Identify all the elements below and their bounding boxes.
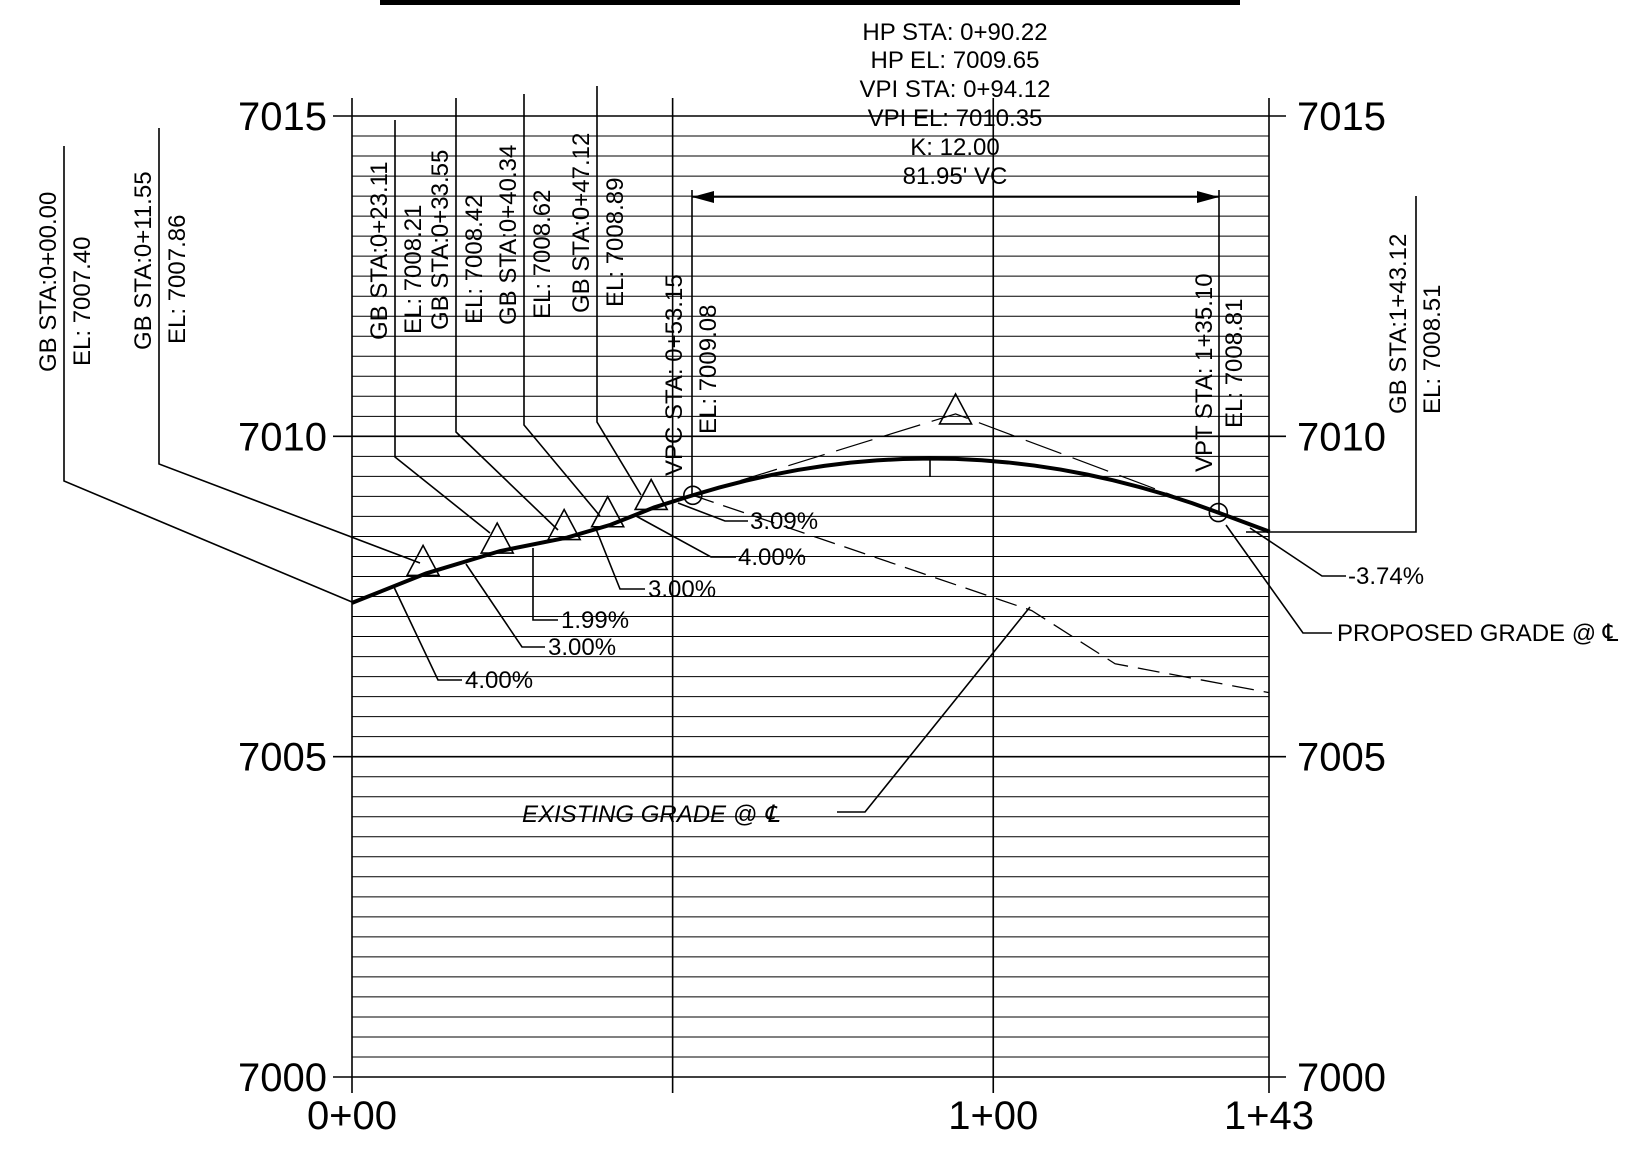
grade-break-station-label: GB STA:0+23.11: [366, 161, 393, 340]
station-tick-label: 1+00: [948, 1094, 1038, 1138]
hp-elevation-text: HP EL: 7009.65: [870, 47, 1039, 74]
slope-leader: [595, 528, 645, 590]
grade-break-leader: [523, 94, 601, 517]
slope-label: 3.00%: [548, 634, 616, 661]
k-value-text: K: 12.00: [910, 134, 999, 161]
slope-leader: [1249, 527, 1346, 577]
grade-break-leader: [158, 128, 421, 564]
vpc-circle: [683, 485, 703, 506]
slope-label: 3.09%: [750, 508, 818, 535]
grade-break-elevation-label: EL: 7008.89: [602, 178, 629, 307]
vpi-station-text: VPI STA: 0+94.12: [859, 76, 1050, 103]
grade-break-elevation-label: EL: 7007.40: [69, 237, 96, 366]
grade-break-elevation-label: EL: 7008.51: [1419, 285, 1446, 414]
grade-break-station-label: GB STA:0+33.55: [427, 150, 454, 330]
existing-grade-label: EXISTING GRADE @ ℄: [522, 801, 780, 828]
grade-break-leader: [1246, 196, 1417, 533]
axis-tick-labels: 7000 7000 7005 7005 7010 7010 7015 7015 0+00 1+00…: [238, 95, 1386, 1138]
grade-break-triangle: [633, 477, 669, 511]
elevation-tick-label-right: 7005: [1297, 736, 1386, 780]
slope-leader: [465, 563, 545, 648]
grade-break-leader: [455, 98, 559, 531]
curve-data-block: HP STA: 0+90.22 HP EL: 7009.65 VPI STA: …: [692, 19, 1219, 203]
elevation-tick-label-right: 7010: [1297, 415, 1386, 459]
slope-label: 4.00%: [465, 667, 533, 694]
vpc-station-label: VPC STA: 0+53.15: [661, 274, 688, 476]
grade-break-triangle: [590, 495, 626, 528]
grade-break-elevation-label: EL: 7008.21: [400, 205, 427, 334]
station-tick-label: 1+43: [1224, 1094, 1314, 1138]
vpt-station-label: VPT STA: 1+35.10: [1191, 273, 1218, 472]
grade-break-station-label: GB STA:0+00.00: [35, 192, 62, 372]
proposed-grade-leader: [1225, 524, 1332, 634]
slope-leader: [392, 584, 462, 681]
proposed-grade-label: PROPOSED GRADE @ ℄: [1337, 620, 1619, 647]
slope-leader: [635, 515, 736, 558]
hp-station-text: HP STA: 0+90.22: [862, 19, 1047, 46]
station-tick-label: 0+00: [307, 1094, 397, 1138]
leader-lines: [63, 86, 1417, 813]
grade-break-station-label: GB STA:0+40.34: [495, 145, 522, 325]
vpi-tangent-lines: [692, 413, 1219, 514]
grade-break-station-label: GB STA:1+43.12: [1385, 234, 1412, 414]
station-labels: GB STA:0+00.00 EL: 7007.40 GB STA:0+11.55 E…: [35, 133, 1446, 694]
vc-arrow-right: [1197, 191, 1219, 203]
vc-arrow-left: [692, 191, 714, 203]
slope-label: 4.00%: [738, 544, 806, 571]
grade-break-leader: [596, 86, 642, 496]
cropped-title-fragment: [380, 0, 1240, 5]
grade-break-leader: [63, 146, 353, 603]
elevation-tick-label-left: 7015: [238, 95, 327, 139]
slope-label: -3.74%: [1348, 563, 1424, 590]
grade-break-elevation-label: EL: 7007.86: [164, 215, 191, 344]
grade-break-station-label: GB STA:0+11.55: [130, 171, 157, 350]
slope-leader: [677, 502, 748, 522]
vertical-curve-length-text: 81.95' VC: [903, 163, 1008, 190]
grade-break-elevation-label: EL: 7008.62: [529, 190, 556, 319]
elevation-tick-label-left: 7000: [238, 1056, 327, 1100]
grade-break-markers: [405, 392, 1229, 577]
slope-label: 3.00%: [648, 576, 716, 603]
existing-grade-leader: [837, 606, 1031, 813]
slope-leader: [532, 548, 558, 621]
elevation-tick-label-left: 7005: [238, 736, 327, 780]
elevation-tick-label-right: 7000: [1297, 1056, 1386, 1100]
grade-break-elevation-label: EL: 7008.42: [461, 195, 488, 324]
vpi-elevation-text: VPI EL: 7010.35: [868, 105, 1043, 132]
existing-grade-line: [692, 494, 1270, 694]
proposed-grade-line: [351, 456, 1271, 605]
vpc-elevation-label: EL: 7009.08: [695, 305, 722, 434]
vpi-triangle: [938, 392, 973, 425]
elevation-tick-label-right: 7015: [1297, 95, 1386, 139]
slope-label: 1.99%: [561, 607, 629, 634]
grade-break-station-label: GB STA:0+47.12: [568, 133, 595, 313]
grade-break-triangle: [546, 507, 582, 541]
grade-break-triangle: [479, 521, 515, 554]
vpt-elevation-label: EL: 7008.81: [1221, 299, 1248, 428]
elevation-tick-label-left: 7010: [238, 415, 327, 459]
profile-grid: [333, 98, 1286, 1093]
grade-break-leader: [394, 120, 491, 534]
